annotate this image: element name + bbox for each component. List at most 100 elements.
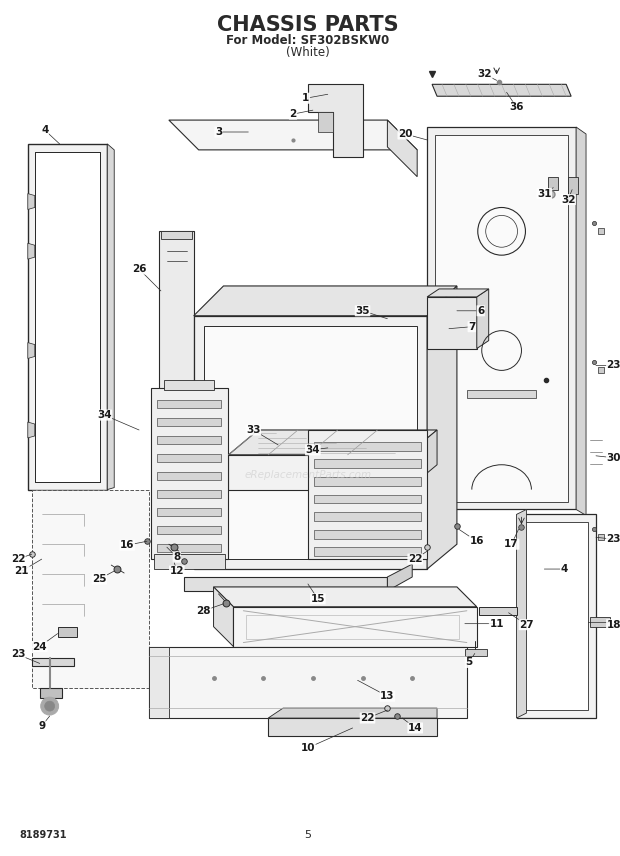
Polygon shape	[28, 193, 35, 210]
Polygon shape	[568, 176, 578, 193]
Polygon shape	[548, 176, 558, 190]
Polygon shape	[427, 286, 457, 569]
Polygon shape	[157, 526, 221, 534]
Text: 12: 12	[169, 566, 184, 576]
Text: 4: 4	[560, 564, 568, 574]
Polygon shape	[28, 243, 35, 259]
Text: 10: 10	[301, 743, 315, 752]
Polygon shape	[314, 460, 421, 468]
Text: 14: 14	[408, 723, 422, 733]
Polygon shape	[213, 587, 477, 607]
Text: 21: 21	[15, 566, 29, 576]
Polygon shape	[159, 231, 193, 490]
Polygon shape	[149, 646, 467, 718]
Polygon shape	[314, 547, 421, 556]
Polygon shape	[477, 289, 489, 348]
Text: 16: 16	[120, 540, 135, 550]
Polygon shape	[107, 144, 114, 490]
Polygon shape	[228, 455, 407, 490]
Polygon shape	[228, 430, 437, 455]
Polygon shape	[35, 152, 100, 482]
Polygon shape	[432, 85, 571, 96]
Text: 30: 30	[606, 453, 620, 463]
Polygon shape	[157, 437, 221, 444]
Polygon shape	[516, 514, 596, 718]
Polygon shape	[28, 144, 107, 490]
Polygon shape	[479, 607, 516, 615]
Bar	[32, 490, 149, 688]
Text: 36: 36	[509, 102, 524, 112]
Polygon shape	[467, 390, 536, 398]
Polygon shape	[40, 688, 61, 698]
Text: CHASSIS PARTS: CHASSIS PARTS	[217, 15, 399, 35]
Text: 28: 28	[197, 606, 211, 615]
Polygon shape	[169, 120, 417, 150]
Polygon shape	[157, 544, 221, 552]
Text: 11: 11	[489, 619, 504, 628]
Polygon shape	[157, 419, 221, 426]
Text: 16: 16	[469, 536, 484, 546]
Text: 34: 34	[306, 445, 320, 455]
Polygon shape	[164, 380, 213, 390]
Text: 27: 27	[519, 620, 534, 630]
Polygon shape	[154, 554, 226, 569]
Text: 5: 5	[465, 657, 472, 668]
Text: For Model: SF302BSKW0: For Model: SF302BSKW0	[226, 34, 389, 47]
Polygon shape	[233, 607, 477, 646]
Polygon shape	[28, 422, 35, 438]
Text: 7: 7	[468, 322, 476, 331]
Polygon shape	[157, 490, 221, 498]
Text: 23: 23	[606, 534, 620, 544]
Text: (White): (White)	[286, 46, 330, 59]
Polygon shape	[314, 530, 421, 538]
Text: 22: 22	[11, 554, 25, 564]
Text: 34: 34	[97, 410, 112, 420]
Text: 8: 8	[173, 552, 180, 562]
Polygon shape	[193, 316, 427, 569]
Text: 23: 23	[606, 360, 620, 371]
Text: 22: 22	[408, 554, 422, 564]
Polygon shape	[516, 509, 526, 718]
Text: 4: 4	[41, 125, 48, 135]
Polygon shape	[268, 708, 437, 718]
Polygon shape	[314, 442, 421, 451]
Text: 18: 18	[606, 620, 620, 630]
Polygon shape	[465, 649, 487, 657]
Polygon shape	[184, 577, 388, 591]
Polygon shape	[388, 120, 417, 176]
Text: 8189731: 8189731	[20, 830, 68, 841]
Polygon shape	[193, 286, 457, 316]
Text: 32: 32	[561, 194, 575, 205]
Text: 13: 13	[380, 691, 395, 701]
Text: 20: 20	[398, 129, 412, 139]
Polygon shape	[388, 564, 412, 591]
Polygon shape	[590, 616, 610, 627]
Polygon shape	[151, 389, 228, 559]
Polygon shape	[58, 627, 78, 637]
Polygon shape	[525, 522, 588, 710]
Text: 5: 5	[304, 830, 311, 841]
Polygon shape	[157, 508, 221, 516]
Circle shape	[41, 697, 59, 715]
Text: 9: 9	[38, 721, 45, 731]
Text: 26: 26	[132, 264, 146, 274]
Polygon shape	[161, 482, 192, 490]
Text: 23: 23	[11, 650, 25, 659]
Circle shape	[45, 701, 55, 711]
Text: 31: 31	[537, 188, 552, 199]
Text: 6: 6	[477, 306, 484, 316]
Polygon shape	[161, 231, 192, 240]
Polygon shape	[157, 455, 221, 462]
Polygon shape	[314, 495, 421, 503]
Polygon shape	[308, 430, 427, 559]
Polygon shape	[203, 325, 417, 559]
Polygon shape	[314, 512, 421, 521]
Polygon shape	[576, 127, 586, 515]
Polygon shape	[268, 718, 437, 736]
Text: 35: 35	[355, 306, 370, 316]
Polygon shape	[32, 658, 74, 666]
Polygon shape	[427, 289, 489, 297]
Text: 2: 2	[290, 109, 296, 119]
Text: 24: 24	[32, 641, 47, 651]
Text: 32: 32	[477, 69, 492, 80]
